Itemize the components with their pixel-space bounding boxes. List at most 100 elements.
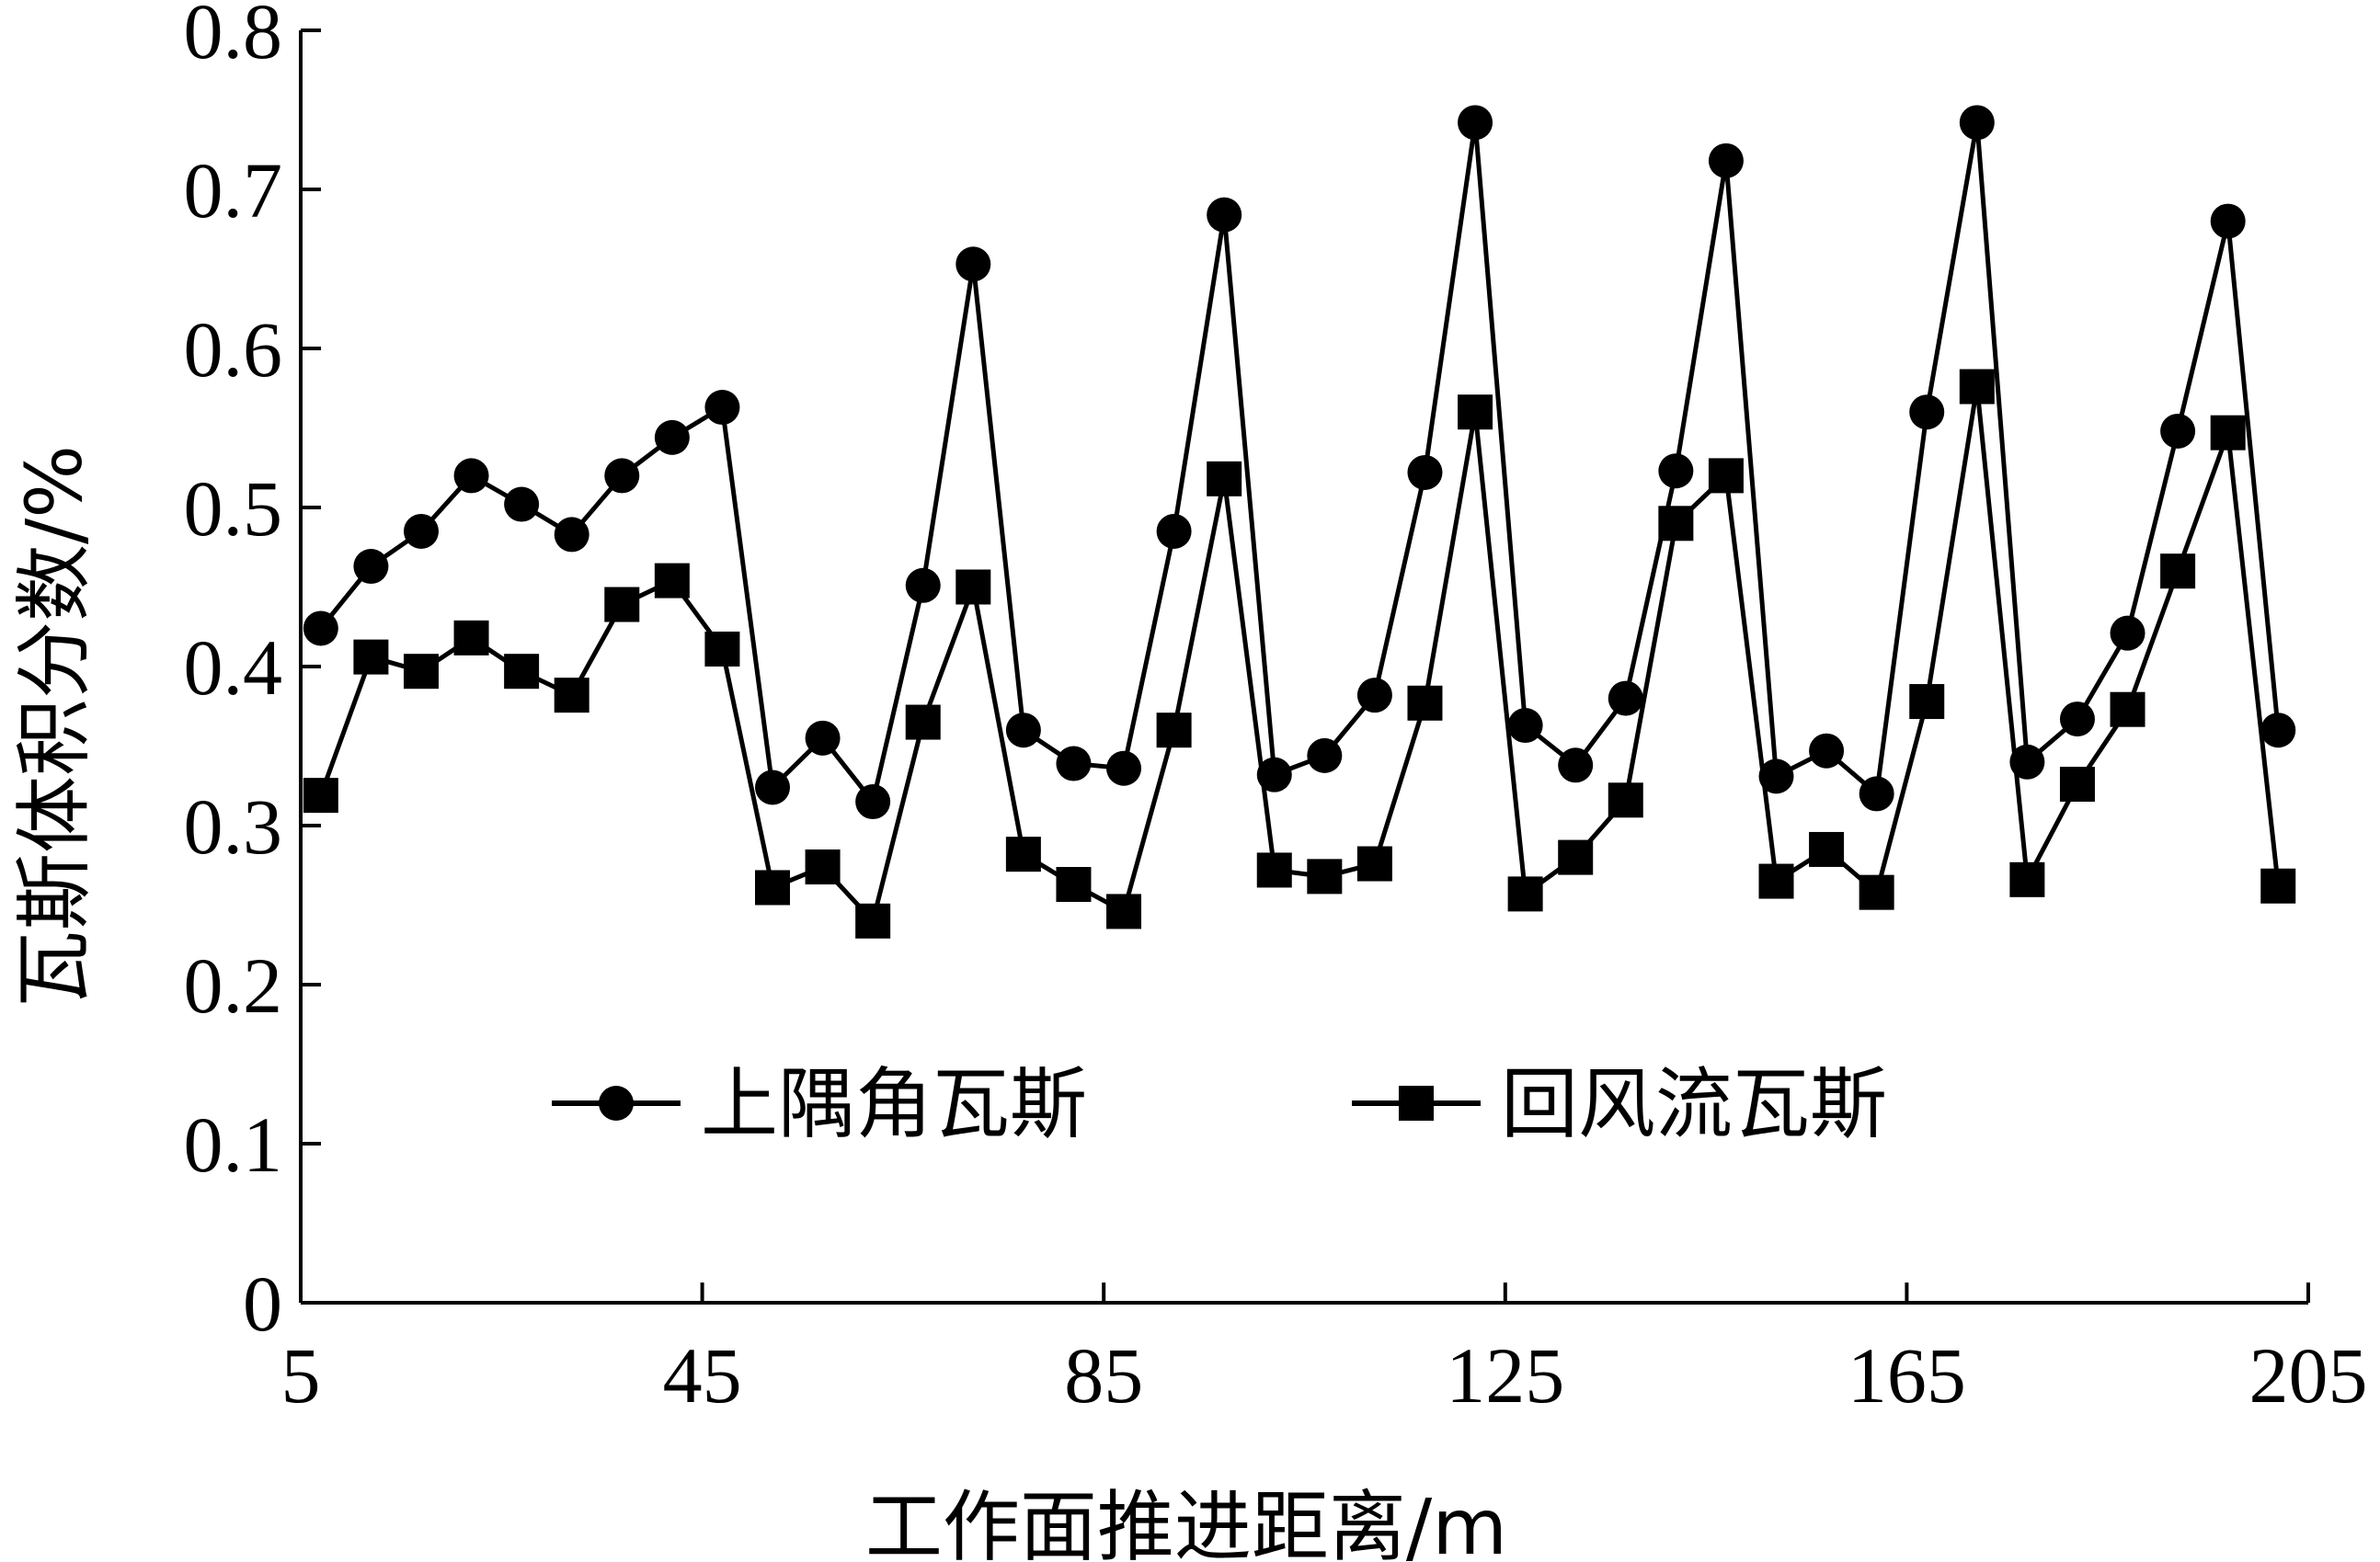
series-1-point-32 (1909, 684, 1945, 720)
y-tick-label-2: 0.2 (184, 941, 283, 1030)
series-1-point-25 (1558, 839, 1594, 875)
legend-label-corner: 上隅角瓦斯 (701, 1059, 1087, 1149)
series-0-point-35 (2059, 701, 2095, 737)
y-tick-label-5: 0.5 (184, 464, 283, 553)
series-0-point-29 (1758, 758, 1794, 794)
series-1-point-15 (1056, 867, 1092, 903)
y-axis-title: 瓦斯体积分数/% (9, 445, 99, 1008)
series-0-line (318, 121, 2281, 807)
series-0-point-23 (1458, 105, 1493, 141)
axes: 0 0.1 0.2 0.3 0.4 0.5 0.6 0.7 0.8 5 45 85 125 165 205 (184, 0, 2368, 1419)
series-1-point-21 (1356, 846, 1392, 882)
series-1-point-0 (303, 778, 338, 814)
x-tick-label-4: 165 (1848, 1331, 1966, 1419)
x-tick-label-1: 45 (663, 1331, 742, 1419)
series-1-point-20 (1307, 859, 1343, 895)
y-tick-label-1: 0.1 (184, 1100, 283, 1189)
series-1-point-11 (855, 903, 891, 939)
series-0-point-5 (554, 517, 589, 553)
series-0-point-22 (1407, 454, 1443, 490)
series-0-point-24 (1507, 708, 1543, 744)
series-0-point-0 (303, 610, 338, 646)
series-1-point-24 (1507, 876, 1543, 912)
series-1-point-38 (2210, 415, 2246, 450)
series-0-point-7 (654, 419, 690, 455)
series-1-point-9 (755, 870, 791, 906)
series-1-point-23 (1458, 394, 1493, 430)
series-0-point-33 (1959, 105, 1995, 141)
series-0-point-37 (2160, 413, 2196, 449)
legend-label-return: 回风流瓦斯 (1501, 1059, 1887, 1149)
series-0-point-28 (1708, 143, 1744, 178)
legend-marker-return (1399, 1086, 1434, 1121)
series-0-point-20 (1307, 737, 1343, 773)
series-1-point-12 (905, 704, 941, 740)
series-0-point-3 (453, 458, 489, 494)
series-0-point-9 (755, 770, 791, 805)
series-0-point-17 (1156, 513, 1192, 549)
y-tick-label-4: 0.4 (184, 623, 283, 712)
series-1-point-30 (1809, 831, 1845, 867)
series-1-point-1 (353, 639, 389, 675)
series-0-point-36 (2110, 615, 2145, 651)
series-0-point-11 (855, 784, 891, 820)
series-1-point-39 (2260, 868, 2296, 904)
series-0-point-13 (955, 246, 991, 282)
series-1-point-34 (2009, 861, 2045, 897)
series-1-point-10 (805, 849, 841, 884)
series-1-point-14 (1005, 837, 1041, 872)
series-0-point-8 (704, 390, 740, 426)
series-0-point-12 (905, 567, 941, 603)
series-1-point-7 (654, 563, 690, 599)
series-0-point-39 (2260, 713, 2296, 748)
series-1-point-37 (2160, 553, 2196, 589)
series-0-point-4 (504, 486, 540, 522)
x-axis-title: 工作面推进距离/m (865, 1482, 1507, 1562)
y-tick-label-3: 0.3 (184, 782, 283, 871)
series-1-point-6 (604, 587, 640, 622)
series-1-point-28 (1708, 458, 1744, 494)
y-tick-label-6: 0.6 (184, 305, 283, 393)
series-1-point-13 (955, 569, 991, 605)
series-1-point-31 (1859, 874, 1894, 910)
legend: 上隅角瓦斯 回风流瓦斯 (552, 1059, 1887, 1149)
x-tick-label-5: 205 (2249, 1331, 2368, 1419)
series-0-point-25 (1558, 747, 1594, 783)
series-1-line (318, 386, 2281, 926)
y-tick-label-0: 0 (243, 1260, 282, 1348)
series-0-point-2 (403, 513, 439, 549)
series-1-point-19 (1256, 852, 1292, 888)
series-0-point-18 (1207, 197, 1242, 233)
series-1-point-33 (1959, 369, 1995, 405)
series-0-point-32 (1909, 394, 1945, 430)
series-1-point-3 (453, 620, 489, 656)
series-1-point-18 (1207, 461, 1242, 496)
x-tick-label-3: 125 (1446, 1331, 1564, 1419)
series-1-point-35 (2059, 767, 2095, 803)
series-0-point-34 (2009, 744, 2045, 780)
legend-marker-corner (599, 1086, 634, 1121)
series-1-point-5 (554, 678, 589, 713)
x-tick-label-2: 85 (1064, 1331, 1143, 1419)
series-0-point-16 (1106, 750, 1142, 786)
y-tick-label-8: 0.8 (184, 0, 283, 75)
x-tick-label-0: 5 (281, 1331, 321, 1419)
series-0-point-15 (1056, 746, 1092, 781)
series-0-point-10 (805, 720, 841, 756)
series-1-point-22 (1407, 685, 1443, 721)
series-0-point-27 (1658, 453, 1694, 489)
series-0-point-14 (1005, 713, 1041, 748)
series-1-point-27 (1658, 506, 1694, 542)
series-0-point-30 (1809, 733, 1845, 769)
series-1-point-8 (704, 631, 740, 667)
series-0-point-31 (1859, 776, 1894, 812)
series-1-point-2 (403, 654, 439, 690)
series-1 (303, 369, 2296, 939)
series-0 (303, 105, 2296, 820)
series-layer (303, 105, 2296, 939)
series-0-point-26 (1608, 680, 1643, 716)
y-tick-label-7: 0.7 (184, 146, 283, 234)
series-0-point-19 (1256, 757, 1292, 792)
series-0-point-38 (2210, 203, 2246, 239)
